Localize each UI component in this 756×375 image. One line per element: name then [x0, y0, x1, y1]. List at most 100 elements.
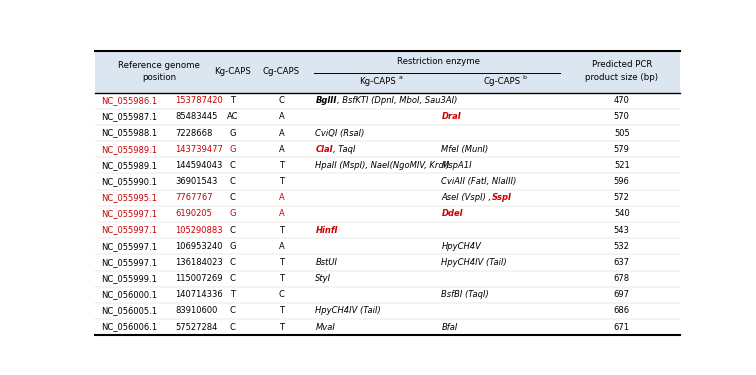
Text: BglII: BglII — [315, 96, 337, 105]
Text: , BsfKTI (DpnI, MboI, Sau3AI): , BsfKTI (DpnI, MboI, Sau3AI) — [337, 96, 457, 105]
Text: A: A — [278, 242, 284, 251]
Text: Reference genome: Reference genome — [118, 61, 200, 70]
Bar — [94, 254, 680, 270]
Text: C: C — [230, 258, 235, 267]
Text: 521: 521 — [614, 161, 630, 170]
Text: NC_055990.1: NC_055990.1 — [101, 177, 157, 186]
Text: C: C — [230, 322, 235, 332]
Text: NC_055986.1: NC_055986.1 — [101, 96, 158, 105]
Text: MspA1I: MspA1I — [442, 161, 472, 170]
Text: , TaqI: , TaqI — [333, 145, 355, 154]
Text: NC_056000.1: NC_056000.1 — [101, 290, 157, 299]
Text: Kg-CAPS: Kg-CAPS — [359, 77, 395, 86]
Text: T: T — [230, 96, 235, 105]
Text: A: A — [278, 112, 284, 122]
Text: HpyCH4V: HpyCH4V — [442, 242, 482, 251]
Text: A: A — [278, 209, 284, 218]
Text: 637: 637 — [614, 258, 630, 267]
Text: NC_055997.1: NC_055997.1 — [101, 226, 157, 235]
Text: 7228668: 7228668 — [175, 129, 212, 138]
Text: C: C — [230, 226, 235, 235]
Text: ClaI: ClaI — [315, 145, 333, 154]
Text: T: T — [279, 322, 284, 332]
Text: T: T — [279, 226, 284, 235]
Bar — [94, 303, 680, 319]
Text: NC_055987.1: NC_055987.1 — [101, 112, 158, 122]
Text: 697: 697 — [614, 290, 630, 299]
Text: 579: 579 — [614, 145, 630, 154]
Text: 106953240: 106953240 — [175, 242, 223, 251]
Text: NC_056005.1: NC_056005.1 — [101, 306, 157, 315]
Text: A: A — [278, 145, 284, 154]
Text: DdeI: DdeI — [442, 209, 463, 218]
Text: product size (bp): product size (bp) — [585, 73, 658, 82]
Bar — [94, 319, 680, 335]
Text: C: C — [230, 306, 235, 315]
Text: T: T — [279, 274, 284, 283]
Text: NC_055995.1: NC_055995.1 — [101, 193, 157, 202]
Text: 144594043: 144594043 — [175, 161, 223, 170]
Text: a: a — [399, 75, 403, 81]
Text: C: C — [230, 193, 235, 202]
Bar — [94, 141, 680, 158]
Text: 686: 686 — [614, 306, 630, 315]
Text: 85483445: 85483445 — [175, 112, 218, 122]
Text: 7767767: 7767767 — [175, 193, 213, 202]
Bar — [94, 174, 680, 190]
Text: StyI: StyI — [315, 274, 332, 283]
Text: SspI: SspI — [491, 193, 512, 202]
Text: 57527284: 57527284 — [175, 322, 218, 332]
Bar — [94, 109, 680, 125]
Text: b: b — [523, 75, 527, 81]
Text: Cg-CAPS: Cg-CAPS — [263, 67, 300, 76]
Text: 83910600: 83910600 — [175, 306, 218, 315]
Text: G: G — [229, 145, 236, 154]
Text: 572: 572 — [614, 193, 630, 202]
Bar — [94, 222, 680, 238]
Text: NC_056006.1: NC_056006.1 — [101, 322, 158, 332]
Text: 470: 470 — [614, 96, 630, 105]
Text: NC_055989.1: NC_055989.1 — [101, 161, 157, 170]
Bar — [94, 158, 680, 174]
Text: Kg-CAPS: Kg-CAPS — [214, 67, 251, 76]
Text: AseI (VspI) ,: AseI (VspI) , — [442, 193, 491, 202]
Text: 143739477: 143739477 — [175, 145, 223, 154]
Text: T: T — [279, 177, 284, 186]
Text: BfaI: BfaI — [442, 322, 457, 332]
Text: 115007269: 115007269 — [175, 274, 223, 283]
Text: T: T — [230, 290, 235, 299]
Text: HpyCH4IV (TaiI): HpyCH4IV (TaiI) — [442, 258, 507, 267]
Bar — [94, 270, 680, 286]
Text: HpyCH4IV (TaiI): HpyCH4IV (TaiI) — [315, 306, 381, 315]
Text: G: G — [229, 129, 236, 138]
Bar — [94, 206, 680, 222]
Text: C: C — [230, 274, 235, 283]
Text: T: T — [279, 161, 284, 170]
Text: G: G — [229, 242, 236, 251]
Text: T: T — [279, 258, 284, 267]
Text: MvaI: MvaI — [315, 322, 335, 332]
Text: NC_055997.1: NC_055997.1 — [101, 242, 157, 251]
Text: NC_055989.1: NC_055989.1 — [101, 145, 157, 154]
Text: 105290883: 105290883 — [175, 226, 223, 235]
Text: T: T — [279, 306, 284, 315]
Bar — [94, 286, 680, 303]
Text: A: A — [278, 193, 284, 202]
Text: 596: 596 — [614, 177, 630, 186]
Bar — [94, 93, 680, 109]
Text: NC_055988.1: NC_055988.1 — [101, 129, 158, 138]
Text: position: position — [142, 74, 176, 82]
Text: AC: AC — [227, 112, 238, 122]
Text: HinfI: HinfI — [315, 226, 338, 235]
Text: 540: 540 — [614, 209, 630, 218]
Text: A: A — [278, 129, 284, 138]
Text: Cg-CAPS: Cg-CAPS — [483, 77, 520, 86]
Text: 543: 543 — [614, 226, 630, 235]
Text: BstUI: BstUI — [315, 258, 337, 267]
Text: Predicted PCR: Predicted PCR — [592, 60, 652, 69]
Text: CviAII (FatI, NlaIII): CviAII (FatI, NlaIII) — [442, 177, 517, 186]
Text: Restriction enzyme: Restriction enzyme — [397, 57, 480, 66]
Text: DraI: DraI — [442, 112, 461, 122]
Text: BsfBI (TaqI): BsfBI (TaqI) — [442, 290, 489, 299]
Text: 671: 671 — [614, 322, 630, 332]
